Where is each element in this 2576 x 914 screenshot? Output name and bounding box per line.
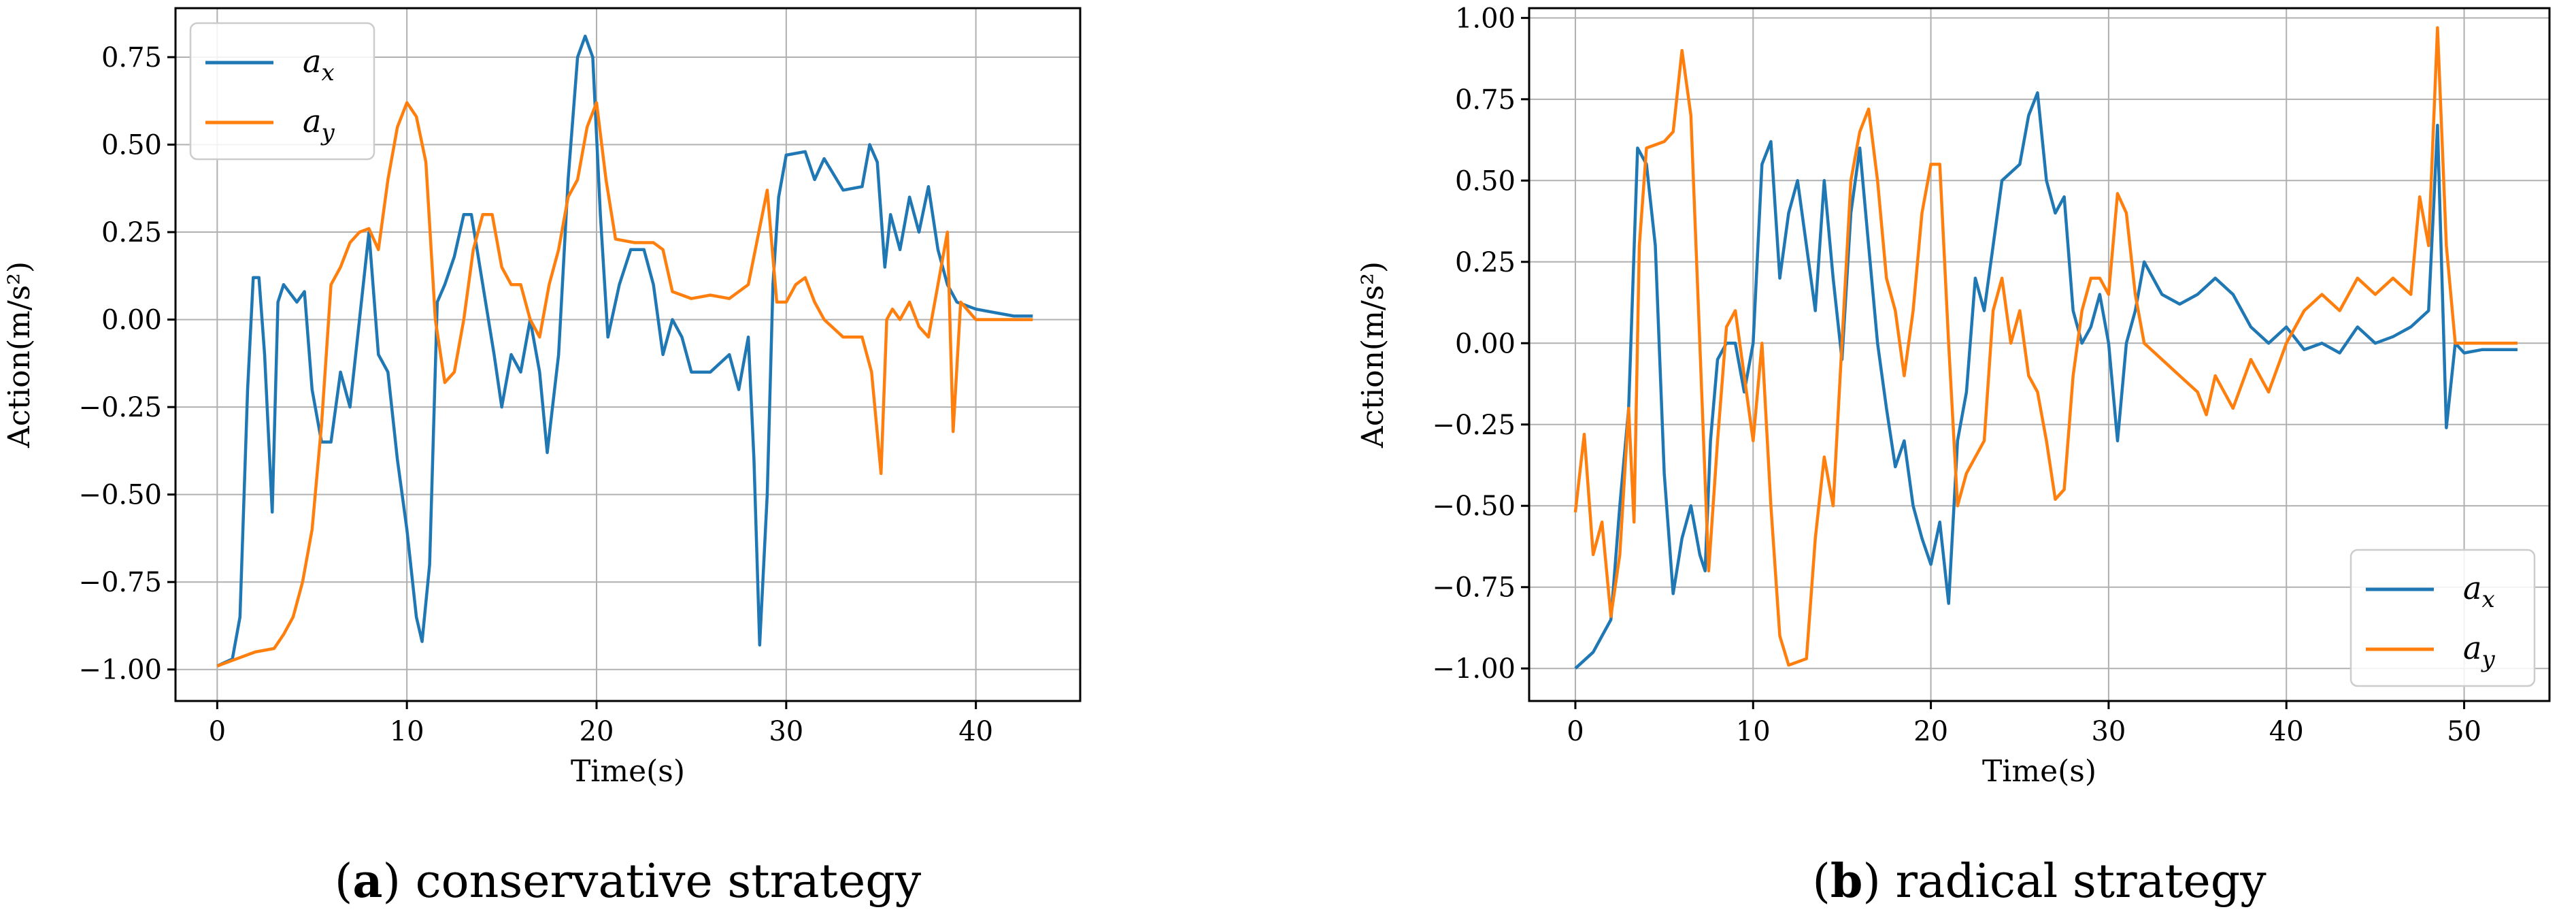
x-tick-label: 10: [390, 716, 424, 747]
y-tick-label: 0.00: [101, 305, 162, 336]
series-line-ax: [216, 34, 1033, 668]
y-tick-label: 0.75: [1455, 84, 1516, 116]
legend-box: [189, 22, 375, 161]
series-line-ay: [216, 101, 1033, 668]
panel-a-ticks: 0 10 20 30 40 −1.00 −0.75 −0.50 −0.25 0.00 0.25 0.5…: [78, 42, 993, 747]
y-tick-label: 1.00: [1455, 3, 1516, 34]
y-tick-label: −0.25: [1432, 410, 1516, 441]
panel-b-caption-letter: b: [1830, 854, 1863, 909]
panel-b-caption-text: radical strategy: [1881, 855, 2266, 909]
x-tick-label: 20: [580, 716, 614, 747]
panel-b-frame: [1528, 7, 2551, 702]
panel-a-y-axis-label: Action(m/s²): [2, 261, 37, 448]
y-tick-label: −0.75: [1432, 572, 1516, 604]
x-tick-label: 40: [2269, 716, 2304, 747]
y-tick-label: −0.50: [1432, 491, 1516, 522]
y-tick-label: 0.50: [101, 130, 162, 161]
y-tick-label: −0.50: [78, 480, 162, 511]
panel-b: 0 10 20 30 40 50 −1.00 −0.75 −0.50 −0.25 0.00 0.25 0…: [1356, 3, 2551, 909]
y-tick-label: −1.00: [1432, 653, 1516, 685]
panel-b-x-axis-label: Time(s): [1982, 754, 2096, 789]
y-tick-label: −0.75: [78, 567, 162, 598]
series-line-ay: [1573, 26, 2518, 667]
y-tick-label: 0.25: [101, 217, 162, 248]
y-tick-label: 0.25: [1455, 247, 1516, 278]
y-tick-label: 0.50: [1455, 165, 1516, 197]
panel-a-x-axis-label: Time(s): [571, 754, 685, 789]
x-tick-label: 20: [1913, 716, 1948, 747]
x-tick-label: 0: [1567, 716, 1584, 747]
panel-a-series: [216, 34, 1033, 668]
x-tick-label: 30: [2091, 716, 2126, 747]
y-tick-label: −0.25: [78, 392, 162, 423]
x-tick-label: 0: [209, 716, 226, 747]
legend-box: [2349, 549, 2536, 687]
panel-a: 0 10 20 30 40 −1.00 −0.75 −0.50 −0.25 0.00 0.25 0.5…: [2, 7, 1082, 909]
panel-b-ticks: 0 10 20 30 40 50 −1.00 −0.75 −0.50 −0.25 0.00 0.25 0…: [1432, 3, 2481, 747]
series-line-ax: [1574, 91, 2518, 670]
y-tick-label: −1.00: [78, 655, 162, 686]
panel-a-caption: (a) conservative strategy: [335, 854, 922, 909]
panel-a-frame: [174, 7, 1082, 702]
x-tick-label: 30: [769, 716, 803, 747]
x-tick-label: 10: [1736, 716, 1771, 747]
y-tick-label: 0.00: [1455, 328, 1516, 359]
panel-b-caption: (b) radical strategy: [1812, 854, 2266, 909]
panel-a-caption-letter: a: [352, 854, 382, 909]
panel-a-caption-text: conservative strategy: [401, 855, 922, 909]
panel-b-series: [1573, 26, 2518, 670]
panel-b-y-axis-label: Action(m/s²): [1356, 261, 1390, 448]
x-tick-label: 50: [2447, 716, 2481, 747]
x-tick-label: 40: [958, 716, 993, 747]
y-tick-label: 0.75: [101, 42, 162, 74]
